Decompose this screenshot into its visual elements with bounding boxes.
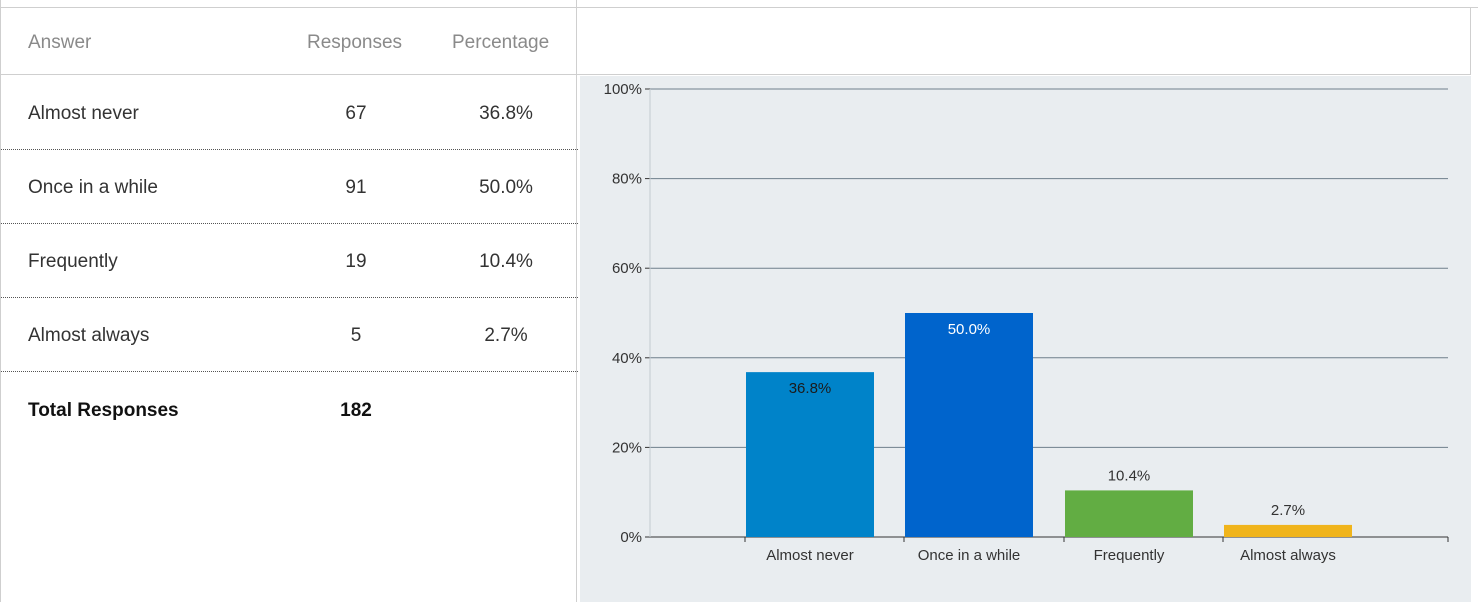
chart-canvas: 0% 20% 40% 60% 80% 100% 36.8% Almost never 50.0%… xyxy=(604,81,1449,564)
table-row: Frequently 19 10.4% xyxy=(1,224,578,298)
column-header-responses: Responses xyxy=(307,32,403,53)
percentage-cell: 36.8% xyxy=(479,103,533,124)
data-label: 36.8% xyxy=(789,380,832,397)
responses-cell: 5 xyxy=(350,325,362,346)
data-label: 2.7% xyxy=(1271,502,1305,519)
y-tick-label: 80% xyxy=(612,171,642,188)
y-tick-label: 60% xyxy=(612,260,642,277)
table-header: Answer Responses Percentage xyxy=(1,8,578,75)
table-row: Once in a while 91 50.0% xyxy=(1,150,578,224)
y-tick-label: 20% xyxy=(612,439,642,456)
y-tick-label: 40% xyxy=(612,350,642,367)
results-table: Answer Responses Percentage Almost never… xyxy=(0,0,578,602)
total-row: Total Responses 182 xyxy=(1,373,578,447)
answer-cell: Frequently xyxy=(28,251,118,272)
x-tick-label: Once in a while xyxy=(918,547,1021,564)
answer-cell: Almost never xyxy=(28,103,139,124)
answer-cell: Once in a while xyxy=(28,177,158,198)
x-tick-label: Frequently xyxy=(1094,547,1165,564)
bar xyxy=(905,313,1033,537)
header-extension xyxy=(577,7,1471,75)
bar-chart: 0% 20% 40% 60% 80% 100% 36.8% Almost never 50.0%… xyxy=(580,76,1471,602)
total-label: Total Responses xyxy=(28,400,179,421)
total-value: 182 xyxy=(340,400,372,421)
table-row: Almost never 67 36.8% xyxy=(1,76,578,150)
responses-cell: 67 xyxy=(345,103,367,124)
y-tick-label: 100% xyxy=(604,81,642,98)
responses-cell: 91 xyxy=(345,177,367,198)
y-tick-label: 0% xyxy=(620,529,642,546)
bar xyxy=(1065,490,1193,537)
answer-cell: Almost always xyxy=(28,325,150,346)
x-tick-label: Almost always xyxy=(1240,547,1336,564)
column-header-answer: Answer xyxy=(28,32,92,53)
data-label: 10.4% xyxy=(1108,467,1151,484)
column-header-percentage: Percentage xyxy=(452,32,550,53)
table-row: Almost always 5 2.7% xyxy=(1,298,578,372)
x-tick-label: Almost never xyxy=(766,547,854,564)
percentage-cell: 10.4% xyxy=(479,251,533,272)
percentage-cell: 2.7% xyxy=(484,325,528,346)
top-border xyxy=(0,7,1478,8)
responses-cell: 19 xyxy=(345,251,367,272)
bar xyxy=(1224,524,1352,537)
data-label: 50.0% xyxy=(948,321,991,338)
percentage-cell: 50.0% xyxy=(479,177,533,198)
bar xyxy=(746,372,874,537)
